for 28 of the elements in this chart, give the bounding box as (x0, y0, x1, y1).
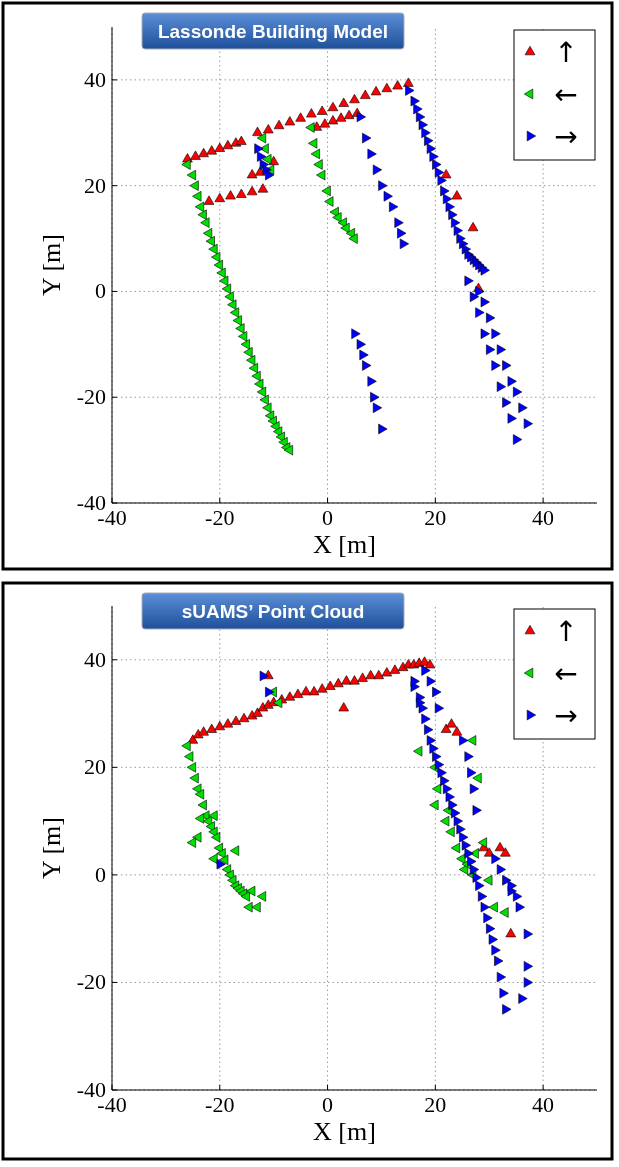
y-tick-label: -20 (76, 969, 106, 995)
x-tick-label: 20 (424, 505, 447, 530)
y-tick-label: -20 (76, 384, 106, 410)
legend-label: ↑ (554, 36, 578, 69)
y-axis-title: Y [m] (37, 234, 66, 296)
legend-label: ← (554, 657, 578, 690)
x-axis-title: X [m] (313, 530, 376, 559)
y-tick-label: 0 (95, 278, 106, 304)
legend-label: → (554, 120, 578, 153)
x-tick-label: -20 (205, 505, 235, 530)
x-tick-label: 40 (532, 1092, 555, 1117)
legend-label: → (554, 699, 578, 732)
x-tick-label: -20 (205, 1092, 235, 1117)
y-tick-label: 40 (84, 66, 106, 92)
y-tick-label: 0 (95, 861, 106, 887)
y-tick-label: 20 (84, 754, 106, 780)
x-tick-label: 20 (424, 1092, 447, 1117)
y-axis-title: Y [m] (37, 817, 66, 879)
x-tick-label: 40 (532, 505, 555, 530)
x-tick-label: 0 (322, 1092, 334, 1117)
legend-label: ← (554, 78, 578, 111)
y-tick-label: 40 (84, 646, 106, 672)
x-axis-title: X [m] (313, 1117, 376, 1146)
chart-title: Lassonde Building Model (157, 21, 389, 42)
legend-label: ↑ (554, 615, 578, 648)
y-tick-label: 20 (84, 172, 106, 198)
chart-title: sUAMS’ Point Cloud (181, 601, 365, 622)
x-tick-label: 0 (322, 505, 334, 530)
